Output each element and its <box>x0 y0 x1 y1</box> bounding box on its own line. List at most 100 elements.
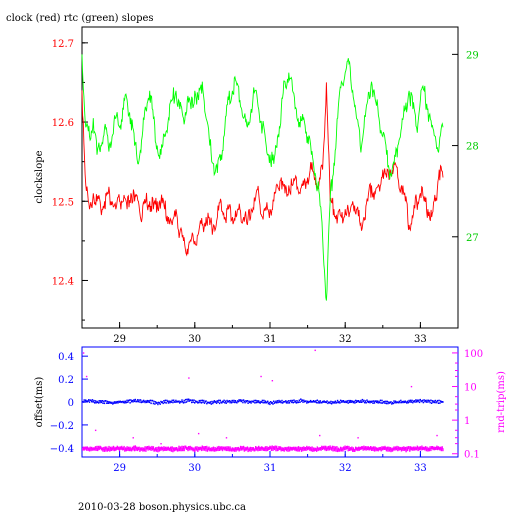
offset-point <box>226 399 228 402</box>
roundtrip-point <box>175 447 177 451</box>
roundtrip-point <box>258 447 261 451</box>
offset-point <box>287 402 289 404</box>
roundtrip-point <box>282 448 284 452</box>
roundtrip-point <box>167 446 170 450</box>
offset-point <box>349 399 352 402</box>
offset-point <box>222 401 224 403</box>
roundtrip-point <box>194 449 196 453</box>
roundtrip-point <box>269 445 271 449</box>
offset-point <box>300 398 302 400</box>
roundtrip-point <box>351 446 353 450</box>
offset-point <box>276 400 279 402</box>
roundtrip-point <box>209 447 212 451</box>
offset-point <box>247 402 249 404</box>
offset-point <box>160 400 162 403</box>
roundtrip-point <box>299 446 301 450</box>
roundtrip-point <box>172 449 174 453</box>
offset-point <box>383 400 385 403</box>
offset-point <box>329 402 331 404</box>
offset-point <box>348 399 350 402</box>
roundtrip-point <box>95 447 97 451</box>
roundtrip-point <box>342 446 345 450</box>
roundtrip-point <box>318 447 321 451</box>
roundtrip-point <box>365 447 367 451</box>
offset-point <box>264 400 267 403</box>
offset-point <box>164 401 166 404</box>
roundtrip-point <box>390 449 392 453</box>
offset-point <box>433 401 436 404</box>
roundtrip-point <box>189 445 191 449</box>
roundtrip-point <box>188 447 191 451</box>
offset-point <box>407 401 409 404</box>
roundtrip-point <box>300 448 303 452</box>
roundtrip-point <box>83 447 85 451</box>
roundtrip-point <box>154 447 157 451</box>
roundtrip-point <box>197 448 199 452</box>
bottom-chart-ylabel-left: offset(ms) <box>34 377 45 428</box>
roundtrip-point <box>419 446 421 450</box>
top-ytick-left-label: 12.5 <box>52 197 74 208</box>
roundtrip-point <box>213 448 215 452</box>
offset-point <box>176 401 178 403</box>
offset-point <box>94 400 97 402</box>
offset-point <box>228 400 230 402</box>
offset-point <box>203 399 205 402</box>
offset-point <box>200 399 202 402</box>
roundtrip-point <box>294 446 297 450</box>
offset-point <box>436 400 438 403</box>
roundtrip-point <box>170 448 173 452</box>
offset-point <box>198 399 200 402</box>
roundtrip-point <box>333 445 335 449</box>
roundtrip-point <box>327 445 330 449</box>
roundtrip-point <box>182 448 184 452</box>
roundtrip-point <box>254 448 256 452</box>
top-xtick-label: 30 <box>188 334 201 345</box>
offset-point <box>418 399 420 402</box>
offset-point <box>180 401 182 403</box>
bottom-series-group <box>82 349 444 453</box>
roundtrip-point <box>408 446 410 450</box>
roundtrip-point <box>293 446 295 450</box>
roundtrip-point <box>158 448 161 452</box>
offset-point <box>202 401 204 404</box>
roundtrip-point <box>441 446 443 450</box>
offset-point <box>147 401 149 403</box>
roundtrip-point <box>218 448 221 451</box>
roundtrip-point <box>257 448 259 452</box>
roundtrip-point <box>263 447 265 451</box>
offset-point <box>358 400 360 402</box>
offset-point <box>376 401 378 404</box>
offset-point <box>219 399 221 402</box>
offset-point <box>300 400 303 402</box>
top-xtick-label: 33 <box>414 334 427 345</box>
offset-point <box>82 401 84 403</box>
roundtrip-point <box>108 445 110 449</box>
offset-point <box>433 400 435 402</box>
roundtrip-point <box>332 448 334 452</box>
roundtrip-point <box>264 446 267 450</box>
offset-point <box>279 400 282 403</box>
roundtrip-point <box>323 445 325 449</box>
offset-point <box>386 400 388 403</box>
offset-point <box>146 399 149 402</box>
roundtrip-outlier-point <box>436 434 438 437</box>
offset-point <box>431 400 434 402</box>
offset-point <box>224 400 227 403</box>
offset-point <box>276 401 278 404</box>
offset-point <box>194 402 196 404</box>
roundtrip-point <box>160 447 162 451</box>
bottom-axis-ticks: 29 30 31 32 33 −0.4 −0.2 0 0.2 0.4 0.1 1 10 100 <box>50 349 483 474</box>
offset-point <box>425 401 428 403</box>
offset-point <box>357 400 359 403</box>
offset-point <box>359 401 361 403</box>
roundtrip-point <box>438 446 440 450</box>
roundtrip-outlier-point <box>314 349 316 352</box>
roundtrip-point <box>133 448 136 452</box>
roundtrip-point <box>86 446 88 450</box>
offset-point <box>403 400 405 403</box>
offset-point <box>394 401 396 404</box>
roundtrip-point <box>212 446 215 450</box>
offset-point <box>256 400 258 402</box>
roundtrip-point <box>258 445 260 449</box>
